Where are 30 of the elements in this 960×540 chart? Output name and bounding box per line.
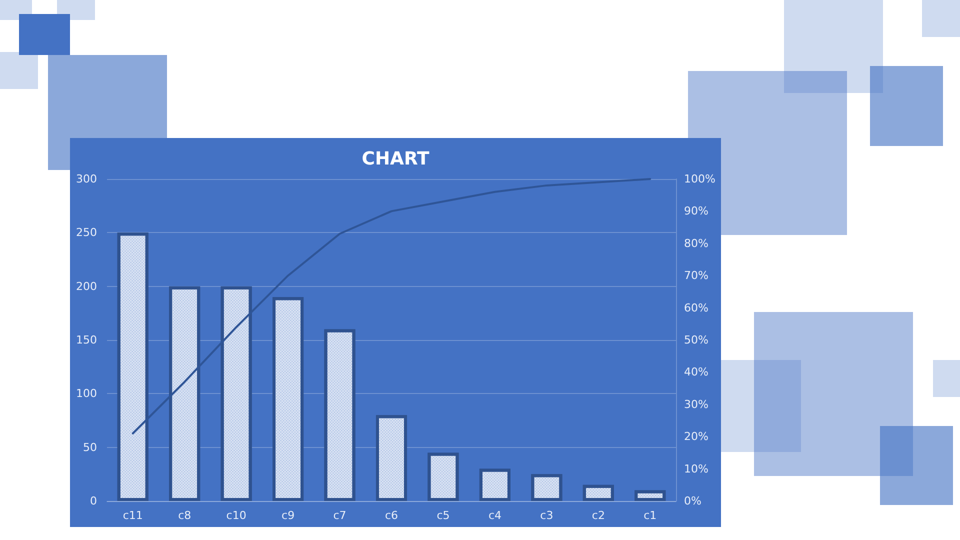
y2-tick-label: 100% bbox=[684, 172, 716, 186]
x-tick-label: c1 bbox=[644, 509, 657, 522]
y-tick-label: 300 bbox=[76, 172, 97, 186]
chart-title: CHART bbox=[362, 148, 430, 170]
y2-tick-label: 80% bbox=[684, 236, 708, 250]
y-tick-label: 250 bbox=[76, 226, 97, 240]
x-tick-label: c11 bbox=[122, 509, 143, 522]
y2-tick-label: 70% bbox=[684, 269, 708, 282]
y2-tick-label: 90% bbox=[684, 204, 708, 218]
x-tick-label: c4 bbox=[488, 509, 502, 522]
y2-tick-label: 50% bbox=[684, 334, 708, 346]
x-tick-label: c2 bbox=[592, 509, 605, 522]
y2-tick-label: 20% bbox=[684, 430, 708, 444]
y2-tick-label: 40% bbox=[684, 366, 708, 379]
y-tick-label: 200 bbox=[76, 280, 97, 293]
y2-tick-label: 60% bbox=[684, 301, 708, 314]
x-tick-label: c8 bbox=[178, 509, 192, 522]
y2-tick-label: 0% bbox=[684, 494, 702, 508]
y-tick-label: 50 bbox=[83, 440, 97, 454]
y-tick-label: 100 bbox=[76, 387, 97, 400]
y-tick-label: 150 bbox=[76, 334, 97, 346]
y2-tick-label: 30% bbox=[684, 398, 708, 411]
x-tick-label: c7 bbox=[333, 509, 346, 522]
x-tick-label: c3 bbox=[540, 509, 554, 522]
y-tick-label: 0 bbox=[90, 494, 97, 508]
x-tick-label: c6 bbox=[384, 509, 398, 522]
x-tick-label: c5 bbox=[436, 509, 450, 522]
x-tick-label: c10 bbox=[226, 509, 246, 522]
x-tick-label: c9 bbox=[282, 509, 295, 522]
y2-tick-label: 10% bbox=[684, 462, 708, 476]
